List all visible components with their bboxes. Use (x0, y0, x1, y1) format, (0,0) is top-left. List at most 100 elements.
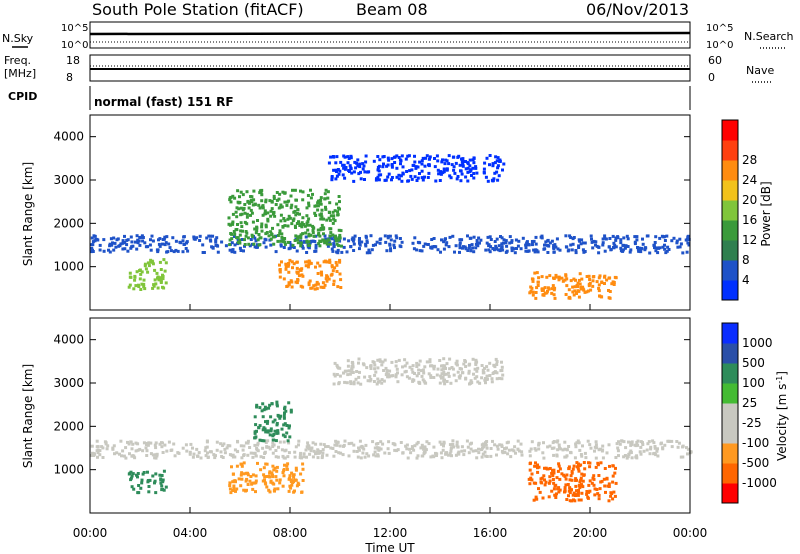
heatmap-cell (600, 449, 604, 453)
heatmap-cell (626, 245, 630, 248)
heatmap-cell (331, 269, 335, 273)
heatmap-cell (543, 466, 546, 470)
heatmap-cell (165, 449, 169, 453)
heatmap-cell (230, 453, 234, 457)
heatmap-cell (347, 369, 351, 373)
heatmap-cell (574, 278, 577, 282)
heatmap-cell (414, 166, 418, 170)
heatmap-cell (386, 175, 390, 179)
heatmap-cell (239, 190, 243, 194)
colorbar-swatch (722, 120, 738, 141)
heatmap-cell (142, 285, 146, 289)
heatmap-cell (558, 467, 562, 471)
heatmap-cell (277, 445, 280, 449)
heatmap-cell (280, 448, 284, 452)
heatmap-cell (118, 244, 122, 247)
heatmap-cell (432, 367, 436, 371)
heatmap-cell (510, 249, 514, 253)
heatmap-cell (304, 264, 308, 268)
heatmap-cell (569, 451, 573, 455)
heatmap-cell (440, 456, 444, 460)
heatmap-cell (296, 208, 300, 212)
heatmap-cell (287, 214, 291, 218)
heatmap-cell (388, 234, 392, 238)
heatmap-cell (621, 248, 625, 252)
xaxis-tick-label: 08:00 (273, 526, 308, 540)
heatmap-cell (283, 456, 287, 460)
heatmap-cell (234, 210, 238, 214)
heatmap-cell (456, 370, 460, 374)
heatmap-cell (359, 170, 362, 174)
heatmap-cell (302, 223, 306, 226)
heatmap-cell (285, 285, 289, 288)
heatmap-cell (564, 273, 568, 277)
heatmap-cell (280, 235, 284, 239)
heatmap-cell (333, 443, 337, 447)
heatmap-cell (687, 238, 691, 241)
heatmap-cell (482, 167, 486, 171)
heatmap-cell (537, 465, 541, 469)
heatmap-cell (558, 477, 562, 481)
heatmap-cell (236, 200, 240, 204)
heatmap-cell (328, 260, 332, 264)
heatmap-cell (378, 158, 382, 162)
heatmap-cell (541, 287, 545, 291)
velocity-panel-frame (89, 317, 691, 514)
heatmap-cell (564, 477, 568, 481)
heatmap-cell (314, 214, 318, 217)
heatmap-cell (145, 454, 149, 457)
heatmap-cell (547, 481, 551, 485)
heatmap-cell (555, 476, 559, 480)
heatmap-cell (445, 362, 449, 366)
heatmap-cell (552, 250, 556, 254)
heatmap-cell (176, 451, 180, 455)
colorbar-swatch (722, 240, 738, 261)
heatmap-cell (660, 234, 664, 238)
heatmap-cell (264, 198, 268, 202)
heatmap-cell (324, 240, 328, 244)
heatmap-cell (260, 222, 264, 226)
heatmap-cell (415, 361, 419, 365)
heatmap-cell (140, 282, 144, 286)
heatmap-cell (598, 447, 602, 451)
heatmap-cell (546, 243, 549, 247)
xaxis-tick-label: 04:00 (173, 526, 208, 540)
heatmap-cell (528, 454, 532, 458)
heatmap-cell (633, 235, 637, 239)
heatmap-cell (274, 439, 278, 443)
heatmap-cell (311, 231, 315, 235)
heatmap-cell (256, 245, 259, 249)
heatmap-cell (472, 176, 476, 180)
heatmap-cell (327, 161, 331, 165)
heatmap-cell (267, 474, 271, 478)
heatmap-cell (475, 171, 479, 175)
heatmap-cell (307, 217, 311, 221)
heatmap-cell (488, 154, 492, 157)
heatmap-cell (254, 481, 258, 485)
heatmap-cell (407, 154, 411, 158)
heatmap-cell (214, 243, 218, 247)
heatmap-cell (583, 290, 587, 294)
heatmap-cell (393, 246, 396, 250)
heatmap-cell (385, 164, 389, 168)
heatmap-cell (235, 464, 239, 468)
heatmap-cell (393, 239, 397, 243)
heatmap-cell (284, 262, 288, 266)
heatmap-cell (275, 404, 279, 408)
heatmap-cell (452, 373, 456, 377)
heatmap-cell (471, 246, 475, 250)
heatmap-cell (594, 440, 598, 444)
heatmap-cell (379, 173, 383, 177)
heatmap-cell (484, 441, 487, 445)
heatmap-cell (159, 276, 163, 280)
heatmap-cell (644, 246, 648, 250)
heatmap-cell (391, 442, 395, 446)
heatmap-cell (395, 175, 399, 179)
noise-tick-bottom-left: 10^0 (61, 40, 88, 51)
heatmap-cell (250, 482, 254, 486)
heatmap-cell (161, 274, 165, 278)
heatmap-cell (617, 454, 620, 458)
heatmap-cell (304, 235, 308, 239)
heatmap-cell (486, 235, 490, 239)
